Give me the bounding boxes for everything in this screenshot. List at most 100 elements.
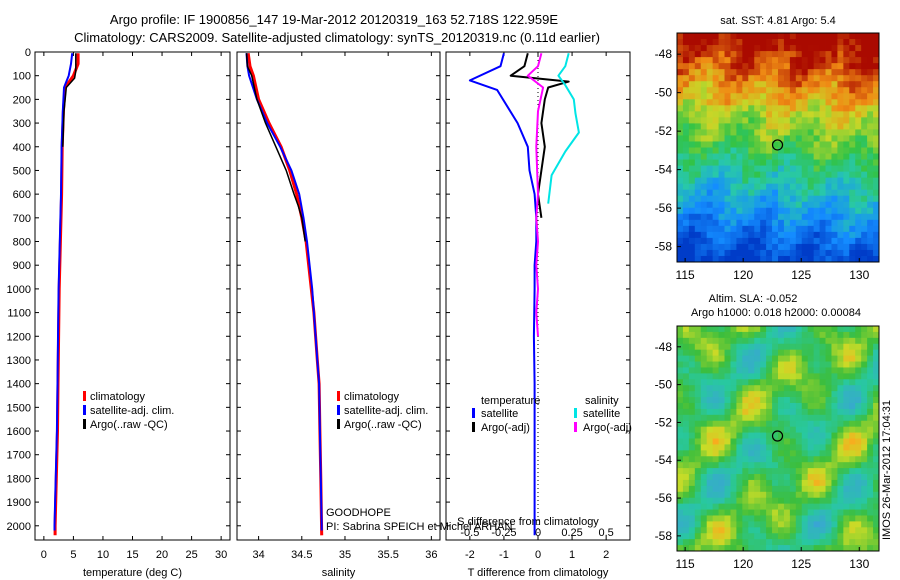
map-cell <box>825 201 832 209</box>
map-cell <box>855 183 862 191</box>
map-cell <box>867 189 874 197</box>
map-cell <box>706 367 714 374</box>
map-cell <box>813 497 820 505</box>
map-cell <box>730 189 737 197</box>
map-cell <box>795 69 803 76</box>
map-cell <box>855 63 862 70</box>
map-cell <box>837 468 844 475</box>
map-cell <box>819 69 826 76</box>
map-cell <box>730 93 737 100</box>
map-cell <box>748 63 755 70</box>
map-cell <box>849 545 856 552</box>
map-cell <box>766 81 773 88</box>
map-cell <box>873 171 880 179</box>
map-cell <box>700 165 708 173</box>
map-cell <box>754 326 761 333</box>
map-cell <box>742 243 749 251</box>
map-x-tick-label: 120 <box>733 268 753 282</box>
map-cell <box>831 33 838 40</box>
map-cell <box>843 326 850 333</box>
map-cell <box>682 189 690 197</box>
map-cell <box>801 117 809 124</box>
map-cell <box>694 462 702 469</box>
map-cell <box>849 135 856 142</box>
map-cell <box>760 432 767 439</box>
map-cell <box>730 485 737 493</box>
y-tick-label: 1500 <box>7 402 31 414</box>
map-cell <box>706 87 714 94</box>
map-cell <box>772 361 779 368</box>
map-cell <box>700 545 708 552</box>
map-cell <box>778 75 785 82</box>
map-cell <box>795 147 803 154</box>
map-cell <box>718 225 725 233</box>
map-cell <box>718 515 725 522</box>
map-cell <box>688 195 696 203</box>
map-cell <box>783 45 791 52</box>
map-cell <box>682 63 690 70</box>
map-cell <box>682 51 690 58</box>
map-cell <box>843 545 850 552</box>
map-cell <box>801 402 809 410</box>
map-cell <box>819 249 826 257</box>
map-cell <box>855 177 862 185</box>
map-cell <box>688 207 696 215</box>
map-cell <box>807 249 815 257</box>
map-cell <box>867 117 874 124</box>
map-cell <box>754 545 761 552</box>
map-cell <box>795 219 803 227</box>
map-cell <box>730 249 737 257</box>
map-cell <box>813 135 820 142</box>
map-cell <box>730 219 737 227</box>
map-cell <box>801 432 809 439</box>
map-cell <box>748 420 755 428</box>
map-cell <box>837 402 844 410</box>
map-cell <box>783 195 791 203</box>
map-cell <box>712 147 719 154</box>
map-cell <box>783 479 791 487</box>
legend-swatch <box>83 419 86 429</box>
map-cell <box>712 255 719 263</box>
map-cell <box>837 385 844 392</box>
map-cell <box>855 414 862 422</box>
map-cell <box>766 69 773 76</box>
map-cell <box>754 521 761 528</box>
map-cell <box>712 213 719 221</box>
map-cell <box>837 171 844 179</box>
map-cell <box>843 468 850 475</box>
map-cell <box>867 456 874 463</box>
map-cell <box>867 379 874 386</box>
map-cell <box>742 379 749 386</box>
map-cell <box>748 39 755 46</box>
map-cell <box>772 326 779 333</box>
map-cell <box>712 87 719 94</box>
map-cell <box>742 201 749 209</box>
map-cell <box>736 171 743 179</box>
map-cell <box>807 521 815 528</box>
map-cell <box>760 165 767 173</box>
legend-swatch <box>574 408 577 418</box>
map-cell <box>831 75 838 82</box>
map-cell <box>760 69 767 76</box>
map-cell <box>778 420 785 428</box>
map-cell <box>843 249 850 257</box>
map-cell <box>677 105 684 112</box>
map-cell <box>688 444 696 451</box>
map-cell <box>813 337 820 345</box>
map-cell <box>766 51 773 58</box>
map-cell <box>873 361 880 368</box>
map-cell <box>736 33 743 40</box>
map-cell <box>736 81 743 88</box>
map-cell <box>766 521 773 528</box>
map-cell <box>795 63 803 70</box>
map-cell <box>766 111 773 118</box>
map-cell <box>718 337 725 345</box>
map-cell <box>677 444 684 451</box>
map-cell <box>813 527 820 534</box>
map-cell <box>730 123 737 130</box>
map-cell <box>795 397 803 404</box>
map-cell <box>724 33 731 40</box>
map-cell <box>724 39 731 46</box>
map-cell <box>682 462 690 469</box>
map-cell <box>837 225 844 233</box>
